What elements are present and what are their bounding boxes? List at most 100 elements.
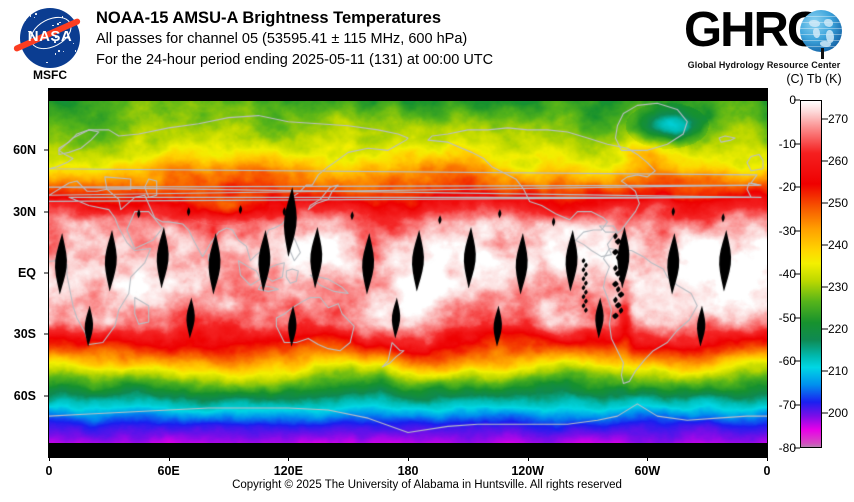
colorbar-kelvin-label: 200: [828, 405, 849, 420]
globe-icon: [800, 10, 842, 52]
globe-latitude-line: [800, 16, 842, 17]
south-polar-nodata-band: [49, 442, 767, 457]
colorbar-celsius-tick: [794, 360, 800, 362]
longitude-tick-label: 180: [397, 464, 419, 478]
brightness-temperature-map: [48, 88, 768, 458]
colorbar-celsius-tick: [794, 404, 800, 405]
colorbar-kelvin-label: 220: [828, 321, 849, 336]
nasa-star: [58, 50, 60, 52]
globe-latitude-line: [800, 40, 842, 41]
nasa-center-label: MSFC: [33, 68, 67, 82]
latitude-tick-mark: [44, 272, 49, 274]
colorbar-celsius-tick: [794, 317, 800, 318]
nasa-star: [57, 23, 59, 25]
colorbar-kelvin-label: 240: [828, 237, 849, 252]
latitude-tick-label: 60S: [13, 388, 36, 403]
subtitle-period: For the 24-hour period ending 2025-05-11…: [96, 52, 494, 68]
longitude-tick-mark: [168, 456, 170, 461]
nasa-star: [52, 24, 54, 27]
nasa-star: [26, 63, 28, 65]
longitude-tick-label: 60E: [157, 464, 180, 478]
colorbar-celsius-tick: [794, 143, 800, 144]
colorbar-kelvin-label: 250: [828, 196, 849, 210]
colorbar-celsius-label: -40: [778, 267, 796, 281]
colorbar-kelvin-tick: [822, 202, 828, 204]
globe-latitude-line: [800, 28, 842, 29]
globe-landmass: [813, 28, 820, 38]
nasa-star: [33, 16, 36, 19]
colorbar-kelvin-tick: [822, 118, 828, 120]
nasa-star: [71, 60, 74, 62]
longitude-tick-label: 60W: [634, 464, 661, 478]
globe-landmass: [824, 19, 833, 27]
longitude-tick-label: 120W: [511, 464, 544, 478]
globe-landmass: [809, 20, 820, 27]
latitude-tick-mark: [44, 395, 49, 397]
colorbar-celsius-tick: [794, 99, 800, 101]
nasa-star: [55, 36, 57, 38]
longitude-tick-mark: [527, 456, 529, 461]
nasa-star: [61, 16, 64, 18]
latitude-tick-mark: [44, 149, 49, 151]
copyright-notice: Copyright © 2025 The University of Alaba…: [232, 479, 622, 491]
nasa-star: [29, 15, 32, 17]
north-polar-nodata-band: [49, 89, 767, 102]
nasa-star: [54, 53, 57, 55]
colorbar-kelvin-tick: [822, 160, 828, 162]
longitude-tick-mark: [647, 456, 649, 461]
colorbar-kelvin-tick: [822, 412, 828, 414]
page-title: NOAA-15 AMSU-A Brightness Temperatures: [96, 9, 442, 27]
longitude-tick-mark: [408, 456, 409, 461]
globe-latitude-line: [800, 34, 842, 35]
title-block: NOAA-15 AMSU-A Brightness Temperatures A…: [96, 8, 656, 71]
nasa-logo: NASA MSFC: [12, 6, 88, 84]
colorbar-celsius-label: -10: [778, 136, 796, 151]
colorbar-celsius-label: -50: [778, 310, 796, 325]
colorbar-celsius-label: 0: [789, 93, 796, 107]
nasa-star: [46, 61, 48, 64]
colorbar-kelvin-label: 270: [828, 112, 849, 127]
globe-stand-icon: [821, 48, 824, 59]
ghrc-tagline: Global Hydrology Resource Center: [687, 60, 841, 70]
map-raster: [49, 89, 767, 457]
colorbar: (C) Tb (K) 0 -10 -20 -30 -40 -50 -60 -70 -80 270 2…: [776, 72, 854, 460]
globe-landmass: [820, 41, 831, 47]
colorbar-kelvin-tick: [822, 328, 828, 330]
nasa-star: [28, 30, 30, 33]
nasa-star: [74, 50, 77, 52]
colorbar-celsius-tick: [794, 273, 800, 275]
longitude-tick-mark: [288, 456, 290, 461]
colorbar-celsius-label: -20: [778, 180, 796, 194]
ghrc-logo: GHRC Global Hydrology Resource Center: [684, 4, 844, 80]
colorbar-kelvin-label: 260: [828, 154, 849, 169]
latitude-tick-label: EQ: [17, 266, 36, 280]
globe-latitude-line: [800, 46, 842, 47]
colorbar-celsius-tick: [794, 230, 800, 231]
nasa-star: [72, 42, 75, 45]
latitude-tick-label: 60N: [13, 143, 36, 158]
latitude-tick-mark: [44, 211, 49, 213]
nasa-star: [59, 21, 61, 24]
colorbar-kelvin-label: 210: [828, 363, 849, 378]
colorbar-kelvin-label: 230: [828, 279, 849, 294]
nasa-star: [24, 19, 27, 21]
longitude-tick-mark: [49, 456, 50, 461]
nasa-star: [54, 41, 56, 43]
longitude-tick-label: 120E: [273, 464, 303, 478]
colorbar-celsius-label: -30: [778, 223, 796, 238]
colorbar-kelvin-tick: [822, 244, 828, 246]
colorbar-celsius-tick: [794, 186, 800, 188]
longitude-axis: 0 60E 120E 180 120W 60W 0: [45, 456, 770, 484]
colorbar-gradient: [800, 100, 822, 448]
latitude-tick-label: 30N: [13, 204, 36, 219]
globe-latitude-line: [800, 22, 842, 23]
longitude-tick-mark: [767, 456, 768, 461]
colorbar-celsius-tick: [794, 447, 800, 449]
nasa-wordmark: NASA: [27, 28, 73, 45]
subtitle-channel: All passes for channel 05 (53595.41 ± 11…: [96, 31, 468, 47]
globe-landmass: [826, 30, 834, 43]
nasa-star: [62, 50, 65, 53]
longitude-tick-label: 0: [45, 464, 53, 478]
latitude-tick-label: 30S: [13, 327, 36, 342]
ghrc-acronym: GHRC: [684, 3, 822, 57]
